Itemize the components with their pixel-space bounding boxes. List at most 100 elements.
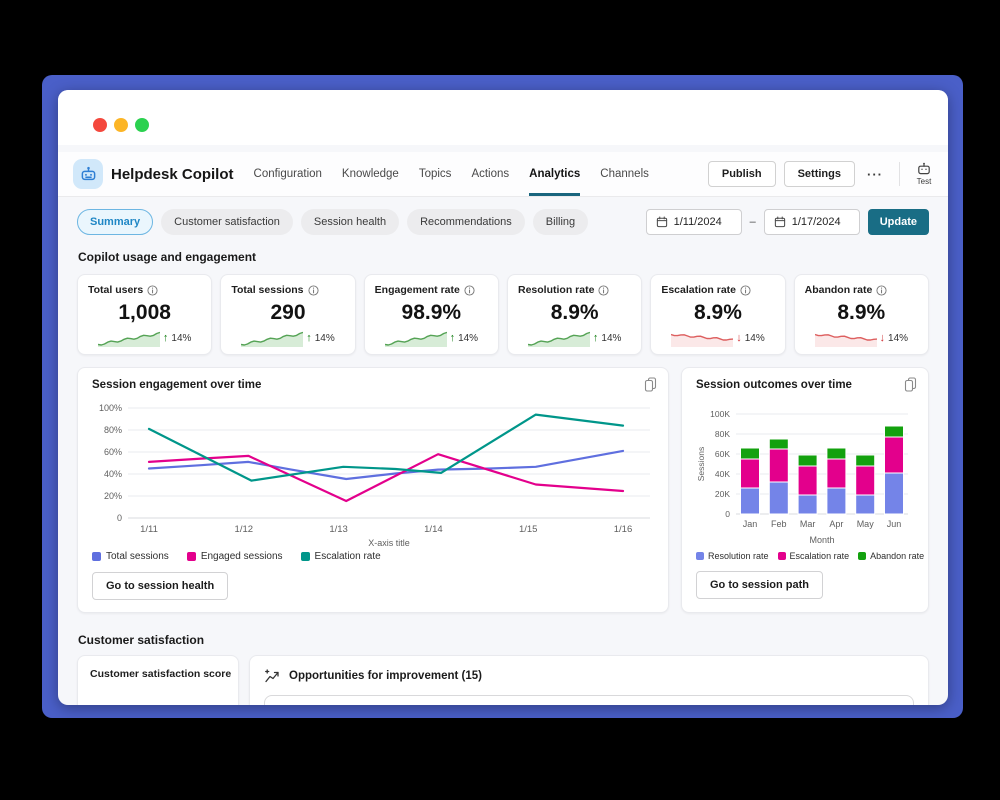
kpi-trend: ↓ 14% [661, 329, 774, 347]
info-icon[interactable] [740, 284, 751, 296]
legend-label: Resolution rate [708, 551, 769, 561]
kpi-label: Engagement rate [374, 284, 460, 296]
filter-pill-recommendations[interactable]: Recommendations [407, 209, 525, 235]
csat-section-title: Customer satisfaction [78, 633, 205, 647]
svg-text:Month: Month [809, 535, 834, 545]
test-robot-icon [918, 162, 930, 175]
legend-item-engaged-sessions: Engaged sessions [186, 551, 283, 562]
legend-label: Escalation rate [789, 551, 850, 561]
info-icon[interactable] [307, 284, 319, 296]
nav-tab-configuration[interactable]: Configuration [253, 168, 322, 180]
kpi-value: 8.9% [694, 301, 742, 324]
legend-swatch [696, 552, 704, 560]
legend-swatch [300, 552, 310, 561]
info-icon[interactable] [464, 284, 475, 296]
publish-button[interactable]: Publish [707, 161, 776, 187]
bot-avatar [73, 159, 103, 189]
go-to-session-health-button[interactable]: Go to session health [92, 572, 229, 600]
svg-text:Jan: Jan [743, 519, 758, 529]
date-to-value: 1/17/2024 [791, 216, 841, 228]
kpi-value: 8.9% [550, 301, 599, 324]
kpi-delta: 14% [744, 332, 765, 344]
go-to-session-path-button[interactable]: Go to session path [696, 571, 824, 599]
trend-up-arrow-icon: ↑ [449, 331, 456, 344]
legend-item-escalation-rate: Escalation rate [300, 551, 381, 562]
kpi-delta: 14% [601, 332, 622, 344]
filter-pill-billing[interactable]: Billing [532, 209, 589, 235]
trend-down-arrow-icon: ↓ [879, 331, 886, 344]
nav-tab-actions[interactable]: Actions [471, 168, 510, 180]
update-button[interactable]: Update [867, 209, 929, 235]
kpi-delta: 14% [458, 332, 479, 344]
filter-pill-summary[interactable]: Summary [77, 209, 154, 235]
svg-text:1/16: 1/16 [614, 524, 633, 535]
copy-icon[interactable] [904, 377, 917, 397]
close-window-dot[interactable] [93, 118, 107, 132]
app-nav: Configuration Knowledge Topics Actions Analy… [254, 152, 649, 196]
svg-text:Sessions: Sessions [696, 447, 706, 482]
trend-up-arrow-icon: ↑ [162, 331, 169, 344]
maximize-window-dot[interactable] [135, 118, 149, 132]
info-icon[interactable] [598, 284, 609, 296]
engagement-chart-card: Session engagement over time 0 20% 40% 60% 8… [77, 367, 669, 613]
kpi-value: 98.9% [401, 301, 462, 324]
robot-icon [81, 166, 95, 180]
sparkline-up [241, 331, 304, 347]
info-icon[interactable] [147, 284, 158, 296]
trend-down-arrow-icon: ↓ [736, 331, 742, 344]
app-header: Helpdesk Copilot Configuration Knowledge T… [58, 152, 948, 197]
header-divider [899, 162, 900, 186]
trend-up-arrow-icon: ↑ [592, 331, 599, 344]
filter-pill-customer-satisfaction[interactable]: Customer satisfaction [161, 209, 293, 235]
svg-text:Apr: Apr [829, 519, 843, 529]
opportunities-list-container[interactable] [264, 695, 914, 705]
legend-swatch [186, 552, 196, 561]
kpi-value: 1,008 [118, 301, 171, 324]
settings-button[interactable]: Settings [783, 161, 855, 187]
nav-tab-channels[interactable]: Channels [600, 168, 649, 180]
calendar-icon [774, 216, 785, 228]
filter-row: Summary Customer satisfaction Session heal… [77, 209, 929, 235]
svg-text:80%: 80% [104, 425, 122, 435]
trending-sparkle-icon [265, 669, 279, 683]
opportunities-header: Opportunities for improvement (15) [264, 668, 914, 684]
minimize-window-dot[interactable] [114, 118, 128, 132]
more-options-button[interactable]: ··· [863, 161, 887, 187]
kpi-label: Total sessions [231, 284, 304, 296]
date-from-input[interactable]: 1/11/2024 [645, 209, 742, 235]
svg-text:100%: 100% [99, 403, 122, 413]
svg-text:20K: 20K [715, 489, 730, 499]
sparkline-up [384, 331, 447, 347]
svg-text:100K: 100K [710, 409, 730, 419]
kpi-trend: ↓ 14% [805, 329, 918, 347]
copy-icon[interactable] [644, 377, 657, 397]
nav-tab-knowledge[interactable]: Knowledge [341, 168, 399, 180]
nav-tab-analytics[interactable]: Analytics [529, 152, 581, 196]
svg-text:60%: 60% [104, 447, 122, 457]
app-window: Helpdesk Copilot Configuration Knowledge T… [58, 90, 948, 705]
info-icon[interactable] [876, 284, 887, 296]
kpi-trend: ↑ 14% [231, 329, 344, 347]
date-to-input[interactable]: 1/17/2024 [763, 209, 860, 235]
kpi-card-resolution-rate: Resolution rate 8.9% ↑ 14% [506, 274, 643, 355]
legend-item-total-sessions: Total sessions [92, 551, 169, 562]
outcomes-chart-card: Session outcomes over time 0 20K 40K 60K 80K… [681, 367, 929, 613]
svg-text:Mar: Mar [800, 519, 816, 529]
kpi-card-escalation-rate: Escalation rate 8.9% ↓ 14% [650, 274, 786, 355]
svg-text:May: May [857, 519, 875, 529]
test-bot-button[interactable]: Test [916, 162, 932, 186]
filter-pill-session-health[interactable]: Session health [300, 209, 400, 235]
svg-text:1/13: 1/13 [329, 524, 348, 535]
svg-text:80K: 80K [715, 429, 730, 439]
svg-text:1/14: 1/14 [424, 524, 443, 535]
svg-text:40%: 40% [104, 469, 122, 479]
svg-text:0: 0 [725, 509, 730, 519]
kpi-card-total-users: Total users 1,008 ↑ 14% [77, 274, 213, 355]
engagement-line-chart: 0 20% 40% 60% 80% 100% 1/11 1/12 1/13 1/14 1/15 1/1… [99, 403, 650, 548]
svg-text:1/15: 1/15 [519, 524, 538, 535]
nav-tab-topics[interactable]: Topics [418, 168, 452, 180]
legend-item-escalation-rate: Escalation rate [777, 551, 850, 561]
svg-text:0: 0 [117, 513, 122, 523]
kpi-value: 8.9% [837, 301, 886, 324]
legend-swatch [92, 552, 101, 561]
